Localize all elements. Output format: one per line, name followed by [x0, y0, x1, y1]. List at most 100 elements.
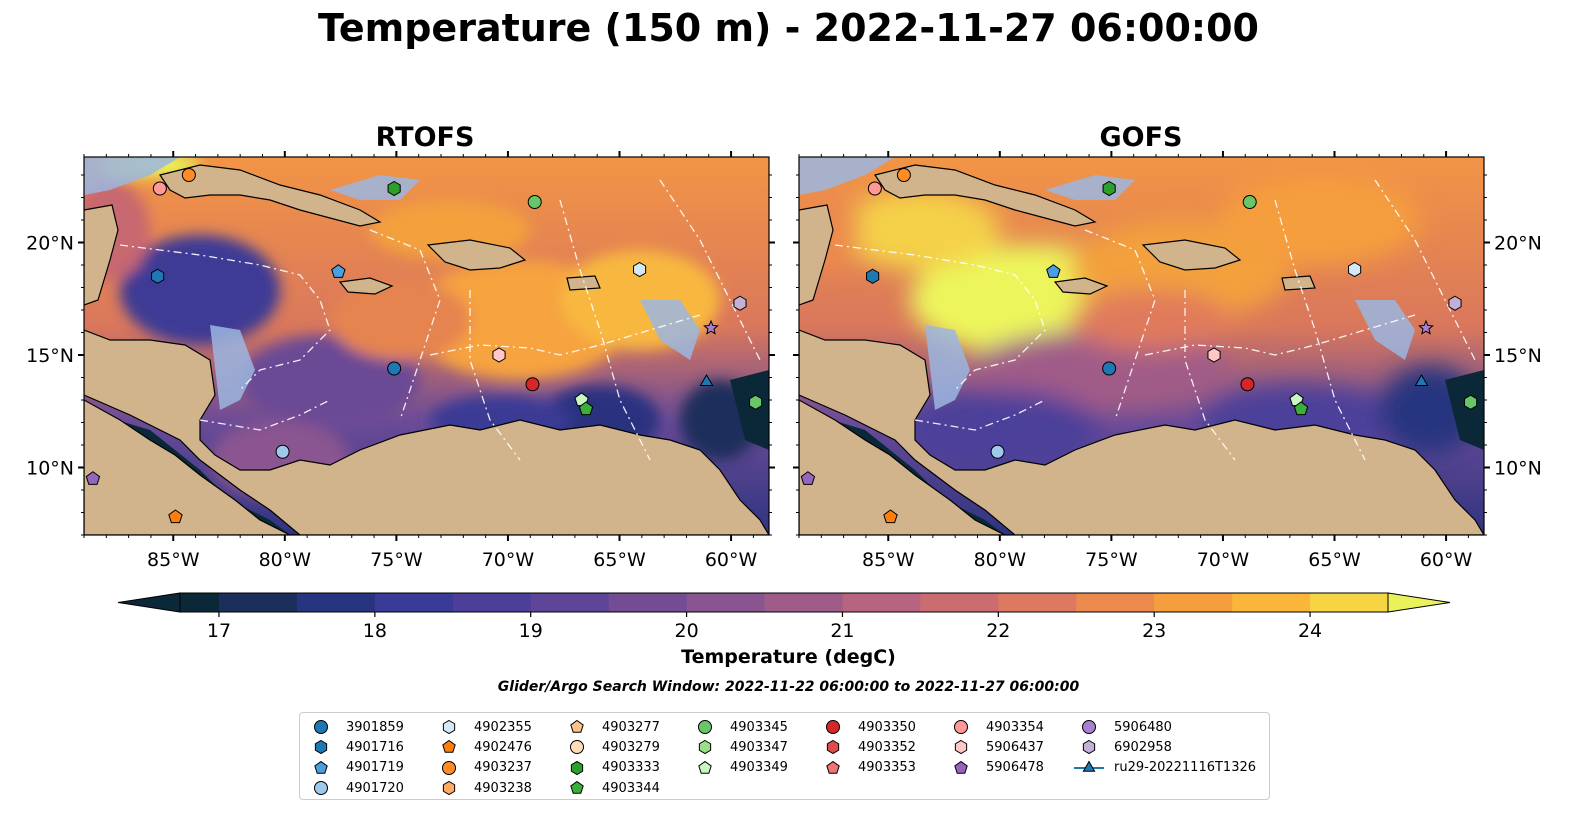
legend-marker-icon — [442, 760, 456, 775]
colorbar-band — [296, 593, 376, 612]
legend-marker — [314, 781, 328, 796]
x-tick-label: 70°W — [1197, 549, 1250, 571]
colorbar-tick-label: 24 — [1298, 620, 1322, 642]
legend-column: 3901859 4901716 4901719 4901720 — [306, 717, 404, 798]
legend-marker-icon — [826, 760, 840, 774]
legend-marker-icon — [954, 760, 968, 774]
colorbar-band — [180, 593, 219, 612]
legend-marker — [826, 740, 840, 755]
legend-item: 4903349 — [690, 758, 788, 778]
colorbar-tick-label: 23 — [1142, 620, 1166, 642]
legend-label: 5906480 — [1114, 719, 1172, 735]
float-marker — [896, 168, 911, 182]
legend-marker-icon — [442, 780, 456, 796]
gofs-map: 85°W 80°W 75°W 70°W 65°W 60°W 20°N 15°N 10°N — [793, 151, 1542, 571]
x-axis-gofs: 85°W 80°W 75°W 70°W 65°W 60°W — [798, 151, 1473, 571]
legend-label: 6902958 — [1114, 739, 1172, 755]
float-marker — [1348, 261, 1362, 278]
float-marker — [1414, 374, 1429, 386]
legend-label: 5906437 — [986, 739, 1044, 755]
y-tick-label: 15°N — [1494, 345, 1542, 367]
legend-label: 4903333 — [602, 760, 660, 776]
legend-marker-icon — [698, 720, 712, 735]
legend-marker — [314, 720, 328, 735]
legend-marker — [1082, 760, 1096, 772]
legend-marker — [442, 720, 456, 735]
legend-item: 4903277 — [562, 717, 660, 737]
x-tick-label: 85°W — [862, 549, 915, 571]
legend-label: 4903353 — [858, 760, 916, 776]
legend-item: 5906480 — [1074, 717, 1256, 737]
legend-marker-icon — [442, 720, 456, 735]
float-marker — [699, 374, 714, 386]
legend-item: 4903345 — [690, 717, 788, 737]
colorbar-band — [452, 593, 532, 612]
legend-item: 4901720 — [306, 778, 404, 798]
legend-marker — [698, 760, 712, 774]
legend-marker-icon — [826, 740, 840, 755]
y-axis-gofs: 20°N 15°N 10°N — [793, 174, 1542, 536]
x-tick-label: 80°W — [974, 549, 1027, 571]
legend-marker — [954, 720, 968, 735]
float-marker — [1207, 347, 1221, 363]
float-marker — [578, 401, 594, 416]
y-tick-label: 10°N — [26, 458, 74, 480]
x-tick-label: 80°W — [259, 549, 312, 571]
legend-item: 6902958 — [1074, 737, 1256, 757]
legend-marker-icon — [698, 740, 712, 755]
colorbar-tick-label: 19 — [519, 620, 543, 642]
legend-label: 5906478 — [986, 760, 1044, 776]
colorbar-band — [374, 593, 454, 612]
legend-marker-icon — [1082, 720, 1096, 735]
colorbar-band — [1076, 593, 1155, 612]
float-marker — [1240, 377, 1255, 392]
x-tick-label: 60°W — [705, 549, 758, 571]
legend-item: 4903352 — [818, 737, 916, 757]
legend-marker-icon — [314, 781, 328, 796]
legend-marker-icon — [314, 720, 328, 735]
x-tick-label: 65°W — [593, 549, 646, 571]
colorbar-band — [764, 593, 843, 612]
legend-marker — [442, 780, 456, 796]
y-tick-label: 20°N — [1494, 233, 1542, 255]
float-marker — [733, 295, 747, 311]
landmass-gofs — [799, 164, 1484, 535]
colorbar-band — [1232, 593, 1311, 612]
legend-label: 4903347 — [730, 739, 788, 755]
legend-item: 4903347 — [690, 737, 788, 757]
rtofs-map: 85°W 80°W 75°W 70°W 65°W 60°W 20°N 15°N 10°N — [26, 151, 775, 571]
legend-marker — [314, 740, 328, 755]
search-window-text: Glider/Argo Search Window: 2022-11-22 06… — [497, 679, 1080, 695]
float-marker — [633, 261, 647, 278]
float-marker — [181, 168, 196, 182]
float-marker — [331, 264, 346, 278]
legend-item: 5906478 — [946, 758, 1044, 778]
legend-label: 4902355 — [474, 719, 532, 735]
legend-marker — [826, 760, 840, 774]
float-marker — [151, 268, 165, 284]
float-legend: 3901859 4901716 4901719 4901720 4902355 49024… — [299, 712, 1270, 800]
legend-marker-icon — [1082, 740, 1096, 755]
legend-marker — [1082, 720, 1096, 735]
legend-item: 4901716 — [306, 737, 404, 757]
legend-item: ru29-20221116T1326 — [1074, 758, 1256, 778]
float-marker — [1102, 361, 1117, 376]
x-tick-label: 65°W — [1308, 549, 1361, 571]
float-marker — [85, 471, 101, 485]
float-marker — [866, 268, 880, 284]
legend-marker-icon — [314, 760, 328, 774]
legend-marker-icon — [1074, 760, 1104, 772]
legend-column: 4903354 5906437 5906478 — [946, 717, 1044, 778]
colorbar-tick-label: 20 — [674, 620, 698, 642]
legend-item: 4902355 — [434, 717, 532, 737]
x-tick-label: 70°W — [482, 549, 535, 571]
legend-item: 5906437 — [946, 737, 1044, 757]
legend-label: 4903345 — [730, 719, 788, 735]
legend-column: 5906480 6902958 ru29-20221116T1326 — [1074, 717, 1256, 778]
legend-marker-icon — [442, 740, 456, 754]
landmass-rtofs — [84, 164, 769, 535]
float-marker — [1464, 394, 1478, 410]
float-marker — [168, 509, 183, 524]
legend-item: 4903353 — [818, 758, 916, 778]
legend-column: 4903277 4903279 4903333 4903344 — [562, 717, 660, 798]
